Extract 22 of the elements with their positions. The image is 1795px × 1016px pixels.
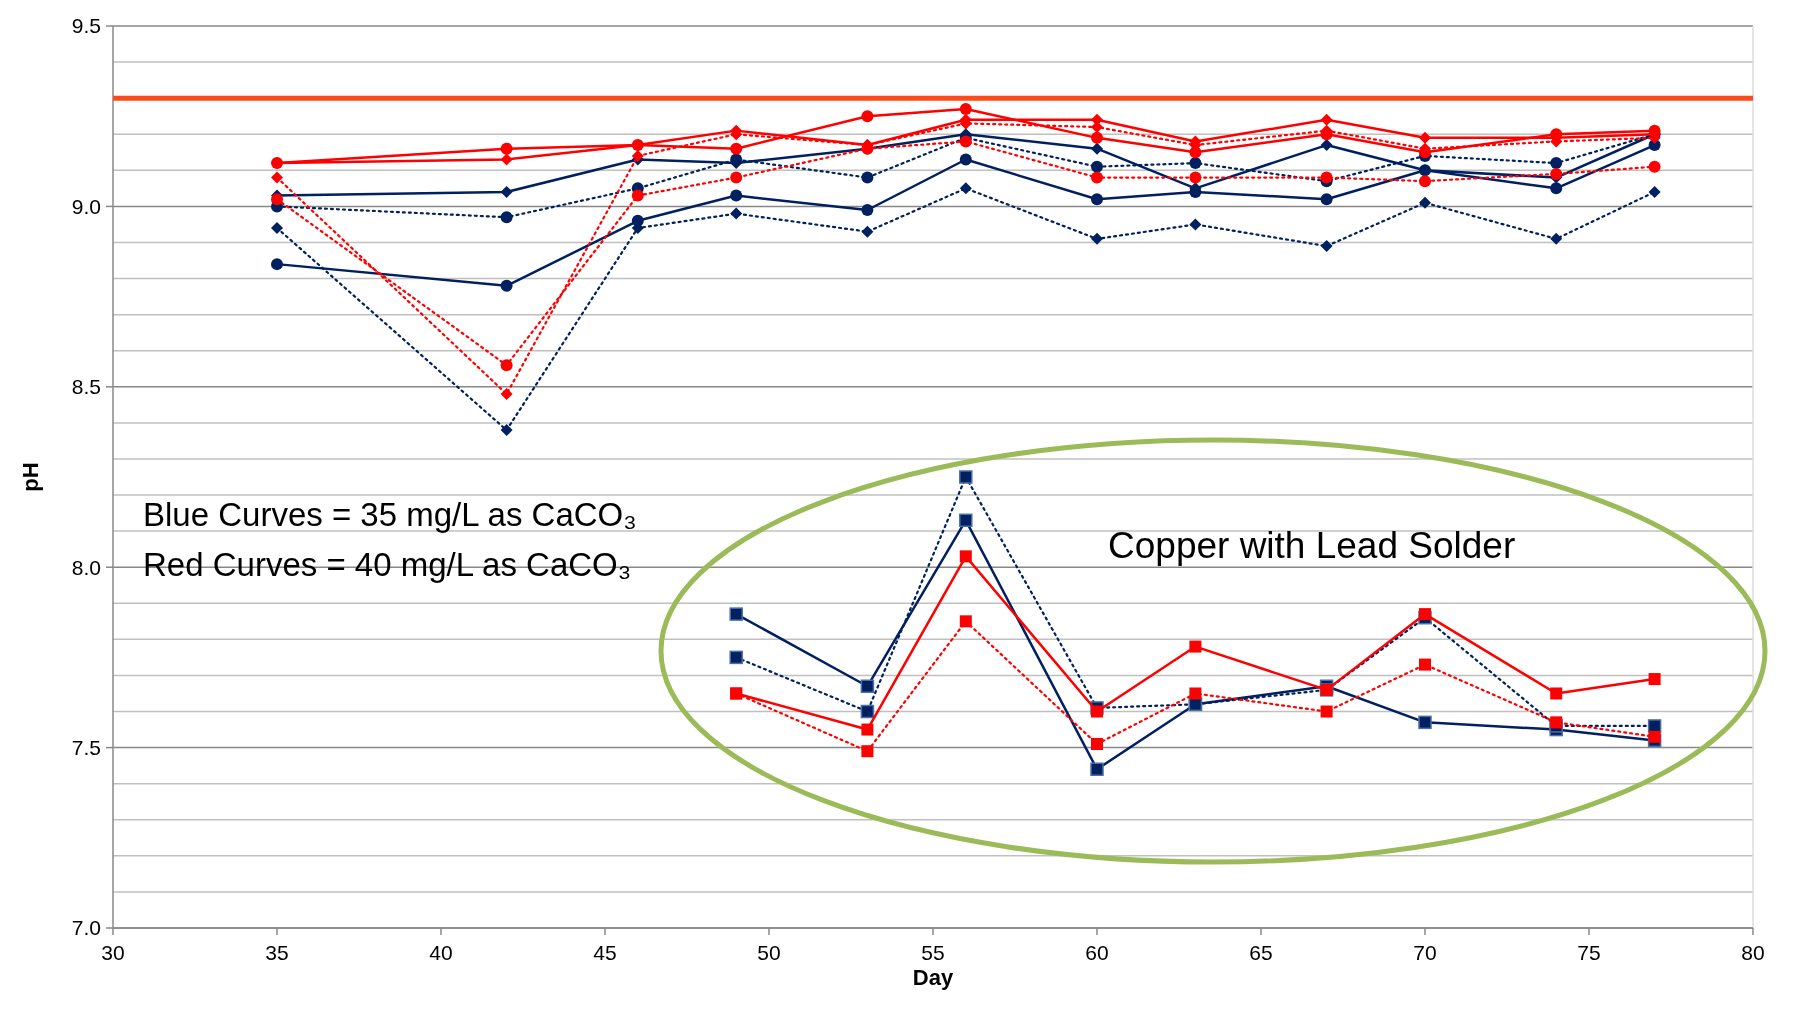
x-tick-label: 55 (921, 941, 945, 964)
y-tick-label: 7.5 (71, 735, 101, 759)
y-tick-label: 9.0 (71, 194, 101, 218)
y-tick-label: 8.5 (71, 375, 101, 399)
x-tick-label: 50 (757, 941, 781, 964)
y-tick-label: 8.0 (71, 555, 101, 579)
x-tick-label: 75 (1577, 941, 1601, 964)
x-tick-label: 80 (1741, 941, 1765, 964)
y-axis-title: pH (18, 462, 43, 492)
x-tick-label: 65 (1249, 941, 1273, 964)
x-tick-label: 45 (593, 941, 617, 964)
annotation: Copper with Lead Solder (1108, 525, 1516, 566)
annotation: Red Curves = 40 mg/L as CaCO₃ (143, 546, 632, 583)
x-tick-label: 70 (1413, 941, 1437, 964)
x-axis-title: Day (912, 965, 954, 990)
y-tick-label: 9.5 (71, 14, 101, 38)
x-tick-label: 40 (429, 941, 453, 964)
y-tick-label: 7.0 (71, 916, 101, 940)
x-tick-label: 60 (1085, 941, 1109, 964)
annotation: Blue Curves = 35 mg/L as CaCO₃ (143, 496, 637, 533)
x-tick-label: 30 (101, 941, 125, 964)
x-tick-label: 35 (265, 941, 289, 964)
